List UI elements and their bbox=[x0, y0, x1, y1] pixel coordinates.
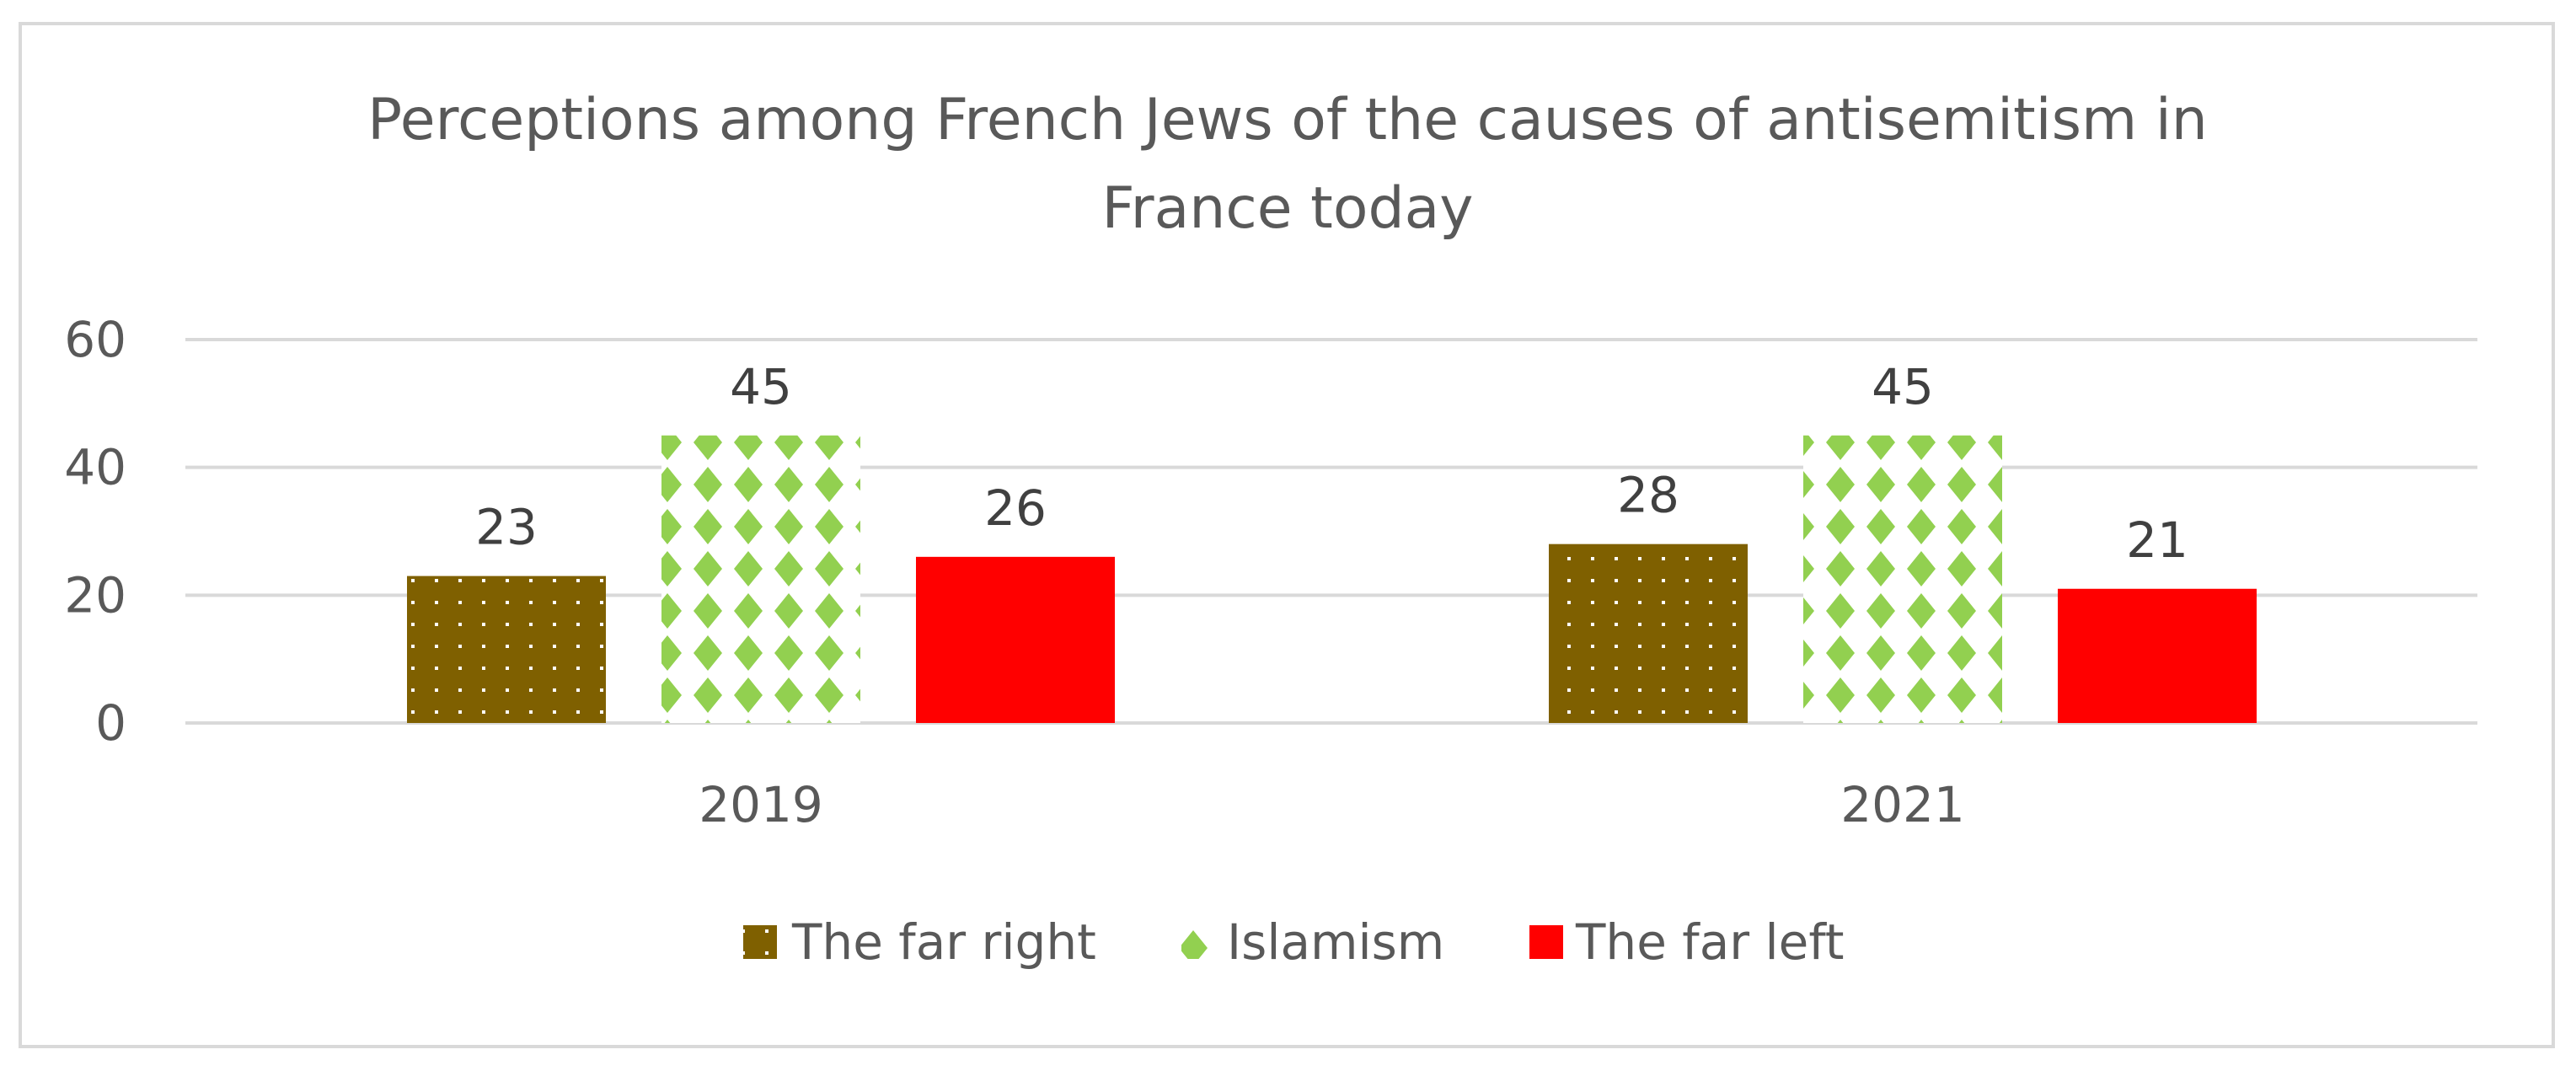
x-tick-label: 2019 bbox=[699, 776, 823, 833]
legend-item-far-left: The far left bbox=[1529, 913, 1845, 971]
bar-the-far-left-2019 bbox=[916, 556, 1115, 723]
bar-the-far-right-2021 bbox=[1549, 544, 1748, 723]
bar-the-far-right-2019 bbox=[407, 576, 606, 723]
legend-swatch-far-left bbox=[1529, 925, 1563, 959]
x-tick-label: 2021 bbox=[1840, 776, 1965, 833]
data-labels: 23 45 26 28 45 21 bbox=[475, 358, 2188, 569]
legend-label-far-left: The far left bbox=[1575, 913, 1845, 971]
legend-label-far-right: The far right bbox=[791, 913, 1096, 971]
data-label: 28 bbox=[1617, 467, 1679, 524]
y-tick-label: 40 bbox=[64, 439, 126, 496]
data-label: 45 bbox=[1872, 358, 1934, 415]
bars bbox=[407, 435, 2257, 723]
chart-title: Perceptions among French Jews of the cau… bbox=[367, 87, 2208, 242]
data-label: 23 bbox=[475, 499, 538, 556]
legend-swatch-islamism bbox=[1181, 925, 1215, 959]
chart-title-line-1: Perceptions among French Jews of the cau… bbox=[367, 87, 2208, 153]
data-label: 26 bbox=[984, 479, 1047, 537]
bar-the-far-left-2021 bbox=[2058, 588, 2257, 723]
x-axis-ticks: 2019 2021 bbox=[699, 776, 1965, 833]
bar-islamism-2021 bbox=[1803, 435, 2002, 723]
y-tick-label: 20 bbox=[64, 566, 126, 624]
legend: The far right Islamism The far left bbox=[743, 913, 1845, 971]
y-tick-label: 60 bbox=[64, 311, 126, 368]
legend-swatch-far-right bbox=[743, 925, 777, 959]
legend-label-islamism: Islamism bbox=[1227, 913, 1444, 971]
legend-item-islamism: Islamism bbox=[1181, 913, 1444, 971]
legend-item-far-right: The far right bbox=[743, 913, 1096, 971]
y-tick-label: 0 bbox=[95, 694, 126, 752]
data-label: 21 bbox=[2126, 511, 2188, 569]
chart-title-line-2: France today bbox=[1101, 175, 1473, 242]
data-label: 45 bbox=[730, 358, 792, 415]
y-axis-ticks: 0 20 40 60 bbox=[64, 311, 126, 752]
bar-islamism-2019 bbox=[661, 435, 860, 723]
chart-frame bbox=[19, 22, 2555, 1048]
